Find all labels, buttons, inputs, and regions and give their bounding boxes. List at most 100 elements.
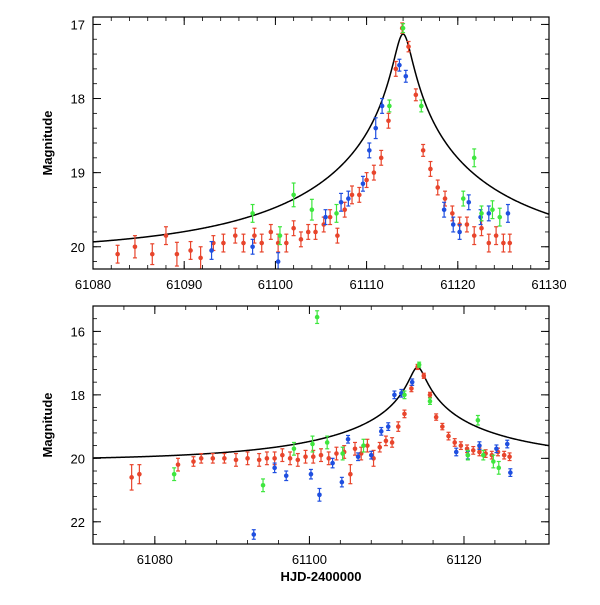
top-blue-data-point xyxy=(450,216,456,233)
top-red-data-point xyxy=(163,226,169,246)
bottom-red-data-point xyxy=(303,449,308,464)
top-red-data-point xyxy=(132,235,138,259)
top-green-data-point xyxy=(471,148,477,168)
top-green-data-point xyxy=(387,99,392,113)
top-blue-data-point xyxy=(441,201,447,218)
bottom-red-data-point xyxy=(371,449,376,467)
bottom-green-data-point xyxy=(465,449,471,461)
bottom-green-data-point xyxy=(260,478,266,493)
bottom-blue-data-point xyxy=(453,447,459,457)
bottom-green-data-point xyxy=(324,435,330,450)
bottom-green-data-point xyxy=(402,390,407,400)
bottom-red-data-point xyxy=(348,464,353,485)
top-red-data-point xyxy=(342,201,348,218)
top-red-data-point xyxy=(435,179,441,196)
top-red-data-point xyxy=(428,160,433,177)
bottom-red-data-point xyxy=(198,452,204,464)
bottom-blue-data-point xyxy=(355,452,361,462)
bottom-blue-data-point xyxy=(368,450,374,460)
bottom-green-data-point xyxy=(310,435,315,453)
bottom-blue-data-point xyxy=(508,468,513,478)
top-green-data-point xyxy=(291,182,296,208)
bottom-blue-data-point xyxy=(272,462,277,474)
bottom-green-data-point xyxy=(291,441,297,456)
bottom-red-data-point xyxy=(175,457,181,472)
bottom-y-axis-title: Magnitude xyxy=(40,393,55,458)
top-red-data-point xyxy=(364,172,369,189)
bottom-red-data-point xyxy=(433,413,439,421)
top-green-data-point xyxy=(479,205,484,222)
top-y-axis-title: Magnitude xyxy=(40,111,55,176)
top-red-data-point xyxy=(313,223,318,240)
bottom-x-tick-label: 61100 xyxy=(292,552,327,567)
top-green-data-point xyxy=(334,203,339,223)
top-blue-data-point xyxy=(397,58,402,72)
top-red-data-point xyxy=(393,60,399,77)
bottom-blue-data-point xyxy=(504,439,510,449)
bottom-red-data-point xyxy=(458,441,464,451)
top-red-data-point xyxy=(198,246,203,269)
top-red-data-point xyxy=(420,143,426,157)
top-blue-data-point xyxy=(338,192,344,212)
top-blue-data-point xyxy=(346,190,351,207)
bottom-green-data-point xyxy=(171,467,177,482)
bottom-blue-data-point xyxy=(330,457,335,469)
top-blue-data-point xyxy=(466,194,472,211)
bottom-red-data-point xyxy=(287,451,293,466)
bottom-green-data-point xyxy=(496,460,502,475)
bottom-red-data-point xyxy=(421,372,427,379)
top-blue-data-point xyxy=(323,209,328,226)
top-red-data-point xyxy=(357,186,362,203)
top-red-data-point xyxy=(349,185,355,205)
top-red-data-point xyxy=(501,233,506,253)
bottom-panel: 61080 61100 61120 16 18 20 22 Magnitude HJD-24… xyxy=(40,305,550,584)
bottom-red-data-point xyxy=(264,451,270,466)
bottom-blue-data-point xyxy=(339,476,345,488)
top-red-data-point xyxy=(507,233,513,253)
top-blue-data-point xyxy=(360,175,366,192)
top-blue-data-point xyxy=(486,205,492,222)
bottom-red-data-point xyxy=(352,441,358,456)
top-red-data-point xyxy=(259,233,265,253)
bottom-x-axis-title: HJD-2400000 xyxy=(281,569,362,584)
bottom-red-data-point xyxy=(222,452,227,464)
top-blue-data-point xyxy=(379,97,385,114)
bottom-green-data-point xyxy=(491,454,496,469)
top-red-data-point xyxy=(241,233,246,253)
bottom-red-data-point xyxy=(365,438,370,453)
bottom-green-data-point xyxy=(314,310,320,325)
bottom-blue-data-point xyxy=(378,426,384,436)
top-x-tick-label: 61100 xyxy=(258,277,293,292)
top-x-tick-label: 61110 xyxy=(349,277,383,292)
top-red-data-point xyxy=(464,216,470,233)
top-y-tick-label: 18 xyxy=(71,92,85,107)
top-red-data-point xyxy=(221,233,226,253)
top-red-data-point xyxy=(305,223,311,240)
bottom-blue-data-point xyxy=(317,487,322,502)
bottom-y-tick-label: 22 xyxy=(71,515,85,530)
bottom-red-data-point xyxy=(280,448,285,463)
top-green-data-point xyxy=(309,198,315,221)
top-blue-data-point xyxy=(275,252,281,269)
bottom-red-data-point xyxy=(440,422,445,431)
bottom-red-data-point xyxy=(377,441,383,453)
top-red-data-point xyxy=(268,223,274,240)
bottom-blue-data-point xyxy=(409,378,415,386)
bottom-red-data-point xyxy=(383,435,389,447)
bottom-red-data-point xyxy=(326,451,332,466)
bottom-red-data-point xyxy=(507,452,512,462)
bottom-model-curve xyxy=(93,366,549,459)
bottom-green-data-point xyxy=(481,449,486,461)
top-red-data-point xyxy=(371,164,377,181)
bottom-red-data-point xyxy=(129,464,134,491)
bottom-red-data-point xyxy=(501,450,507,460)
top-green-data-point xyxy=(460,190,466,207)
bottom-green-data-point xyxy=(475,414,481,426)
top-red-data-point xyxy=(442,190,448,207)
top-red-data-point xyxy=(174,241,180,267)
bottom-blue-data-point xyxy=(308,468,314,480)
top-red-data-point xyxy=(188,240,193,260)
bottom-red-data-point xyxy=(389,437,395,448)
